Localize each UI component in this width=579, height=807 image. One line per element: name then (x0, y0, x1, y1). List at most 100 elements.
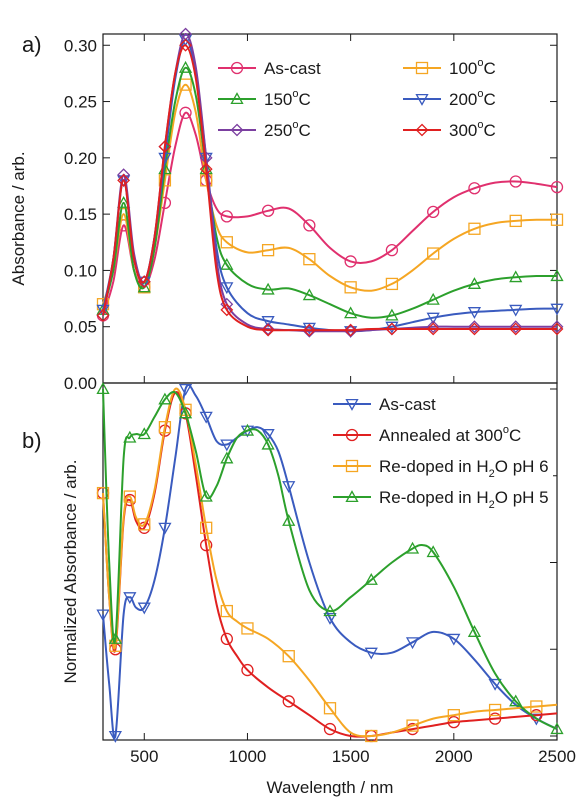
panel-b-point (488, 678, 502, 691)
panel-b-legend-label: Re-doped in H2O pH 5 (379, 488, 549, 511)
panel-b-xlabel: Wavelength / nm (267, 778, 394, 797)
panel-a-legend-label: 100oC (449, 57, 496, 78)
panel-b-point (137, 427, 151, 440)
panel-a-point (344, 306, 358, 319)
panel-a-point (550, 322, 564, 336)
panel-b-point (220, 604, 233, 618)
panel-a-ytick-label: 0.15 (64, 205, 97, 224)
panel-a-legend-label-script: o (477, 119, 483, 131)
panel-b-series (96, 382, 564, 735)
panel-a-point (117, 196, 131, 208)
panel-a-point (550, 180, 564, 194)
panel-b-point (158, 421, 172, 434)
panel-b-point (282, 650, 295, 663)
panel-b-point (405, 541, 420, 554)
panel-a-legend-marker (415, 61, 429, 75)
panel-b-label: b) (22, 428, 42, 453)
panel-a-series-line (102, 44, 557, 332)
panel-a-legend-label-main: 100 (449, 59, 477, 78)
panel-b-point (241, 622, 254, 635)
panel-a-point (468, 182, 481, 195)
panel-a-legend-label-tail: C (299, 121, 311, 140)
panel-a-legend-label: 150oC (264, 88, 311, 109)
panel-a-series-line (102, 111, 558, 316)
panel-a-point (468, 320, 481, 334)
panel-a-point (385, 308, 399, 321)
panel-a-legend-label-main: As-cast (264, 59, 321, 78)
panel-b-point (220, 451, 234, 464)
panel-b-point (261, 429, 275, 441)
panel-b-point (178, 406, 193, 419)
panel-a-point (385, 244, 399, 257)
panel-b-legend-label-main: Re-doped in H (379, 457, 489, 476)
panel-b-legend-label-script: 2 (489, 468, 495, 480)
panel-a-legend-label-tail: C (484, 90, 496, 109)
panel-a-point (467, 277, 482, 289)
panel-a-ytick-label: 0.25 (64, 93, 97, 112)
panel-a-ytick-label: 0.10 (64, 261, 97, 280)
panel-b-point (96, 382, 110, 395)
panel-b-legend-label-main: As-cast (379, 395, 436, 414)
panel-a-ytick-label: 0.30 (64, 36, 97, 55)
panel-b-ylabel: Normalized Absorbance / arb. (61, 460, 80, 684)
panel-b-point (200, 539, 213, 552)
panel-b-xtick-label: 2500 (538, 747, 576, 766)
panel-b-point (123, 430, 137, 443)
panel-a-point (303, 253, 316, 266)
panel-a-point (303, 219, 316, 232)
panel-a-point (261, 282, 275, 295)
panel-a-point (344, 281, 357, 294)
panel-a-legend-marker (230, 92, 244, 105)
panel-b-legend-label-script: o (503, 424, 509, 436)
panel-b-point (241, 663, 254, 677)
panel-a-point (261, 244, 275, 257)
panel-a-legend-label: As-cast (264, 59, 321, 78)
panel-b-point (158, 522, 172, 535)
panel-a-point (344, 323, 358, 337)
panel-a-point (509, 304, 523, 317)
panel-a-legend-entry: 150oC (218, 88, 311, 109)
panel-b-point (220, 439, 234, 452)
panel-a-point (509, 214, 522, 228)
panel-a-point (220, 303, 234, 317)
panel-a-point (385, 322, 399, 336)
panel-a-ylabel: Absorbance / arb. (9, 151, 28, 285)
panel-a-ytick-label: 0.05 (64, 318, 97, 337)
panel-b-xtick-label: 2000 (435, 747, 473, 766)
panel-a: a) 0.00 0.05 0.10 0.15 0.20 0.25 0.30 Absorbance… (9, 27, 564, 393)
panel-a-point (220, 210, 233, 223)
panel-b-point (199, 411, 213, 424)
panel-a-point (426, 292, 440, 305)
panel-b-point (200, 521, 213, 534)
panel-a-point (427, 247, 440, 260)
panel-a-point (550, 303, 564, 316)
panel-b-point (261, 437, 275, 450)
panel-b-point (123, 490, 136, 503)
panel-a-legend-label-script: o (477, 88, 483, 100)
panel-a-ytick-label: 0.20 (64, 149, 97, 168)
panel-b-point (405, 637, 420, 650)
panel-a-legend-label-main: 250 (264, 121, 292, 140)
panel-b-legend-marker (345, 459, 359, 473)
panel-a-point (426, 322, 440, 336)
panel-a-legend-marker (415, 93, 429, 106)
panel-b-point (364, 647, 378, 660)
panel-a-point (426, 320, 440, 334)
panel-a-legend-label-tail: C (484, 59, 496, 78)
panel-b-point (509, 694, 523, 707)
panel-b-point (137, 602, 151, 615)
panel-b-point (364, 573, 378, 585)
panel-a-legend-entry: 250oC (218, 119, 311, 140)
panel-a-series-line (102, 33, 557, 333)
panel-a-point (509, 320, 523, 334)
panel-a-point (509, 270, 523, 283)
panel-a-point (220, 282, 234, 295)
panel-a-legend-marker (415, 123, 429, 137)
panel-a-point (137, 280, 151, 293)
panel-b-legend-label-script: 2 (489, 499, 495, 511)
panel-a-legend-entry: 100oC (403, 57, 496, 78)
panel-b-xtick-label: 1500 (332, 747, 370, 766)
panel-a-point (385, 321, 399, 334)
